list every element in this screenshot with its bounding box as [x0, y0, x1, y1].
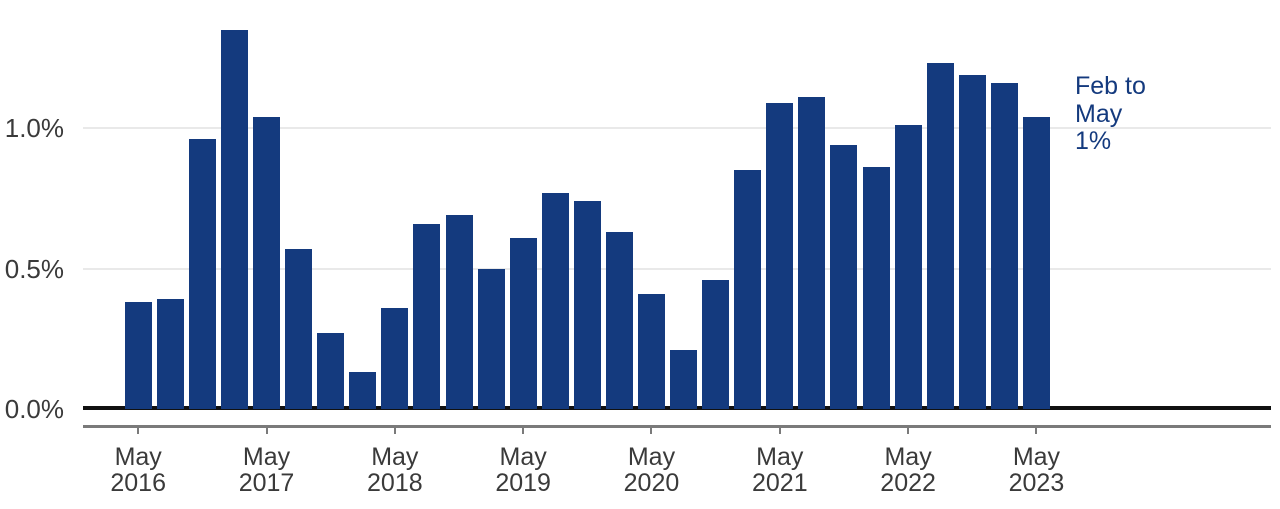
- x-axis-tick-label: May 2021: [715, 444, 845, 496]
- x-tick-year: 2022: [880, 469, 936, 497]
- bar[interactable]: [862, 167, 890, 409]
- bar[interactable]: [477, 268, 505, 409]
- bar[interactable]: [637, 293, 665, 409]
- x-axis-tick: [1035, 427, 1038, 434]
- x-tick-month: May: [627, 443, 676, 471]
- x-axis-tick: [265, 427, 268, 434]
- x-axis-tick-label: May 2020: [586, 444, 716, 496]
- x-tick-month: May: [1012, 443, 1061, 471]
- x-axis-tick: [907, 427, 910, 434]
- chart-annotation: Feb to May 1%: [1075, 72, 1146, 156]
- bar[interactable]: [1022, 116, 1050, 409]
- x-tick-year: 2018: [367, 469, 423, 497]
- x-tick-month: May: [242, 443, 291, 471]
- y-gridline: [83, 267, 1271, 270]
- x-axis-tick-label: May 2022: [843, 444, 973, 496]
- bar[interactable]: [573, 201, 601, 409]
- bar[interactable]: [990, 83, 1018, 409]
- x-axis-tick-label: May 2017: [202, 444, 332, 496]
- bar[interactable]: [605, 231, 633, 409]
- x-tick-month: May: [114, 443, 162, 471]
- bar[interactable]: [413, 223, 441, 409]
- bar[interactable]: [349, 372, 377, 409]
- annotation-line: Feb to: [1075, 72, 1146, 100]
- bar[interactable]: [509, 237, 537, 409]
- y-axis-tick-label: 0.0%: [4, 394, 64, 424]
- x-axis-line: [83, 425, 1271, 428]
- bar[interactable]: [253, 116, 281, 409]
- x-tick-year: 2019: [495, 469, 551, 497]
- bar[interactable]: [670, 349, 698, 409]
- bar[interactable]: [541, 192, 569, 409]
- x-axis-tick-label: May 2016: [73, 444, 203, 496]
- bar[interactable]: [958, 74, 986, 409]
- annotation-line: May: [1075, 99, 1123, 128]
- bar[interactable]: [220, 29, 248, 409]
- bar[interactable]: [285, 248, 313, 409]
- x-axis-tick-label: May 2023: [971, 444, 1101, 496]
- x-axis-tick: [522, 427, 525, 434]
- y-gridline: [83, 127, 1271, 129]
- x-axis-tick: [393, 427, 396, 434]
- x-tick-month: May: [371, 443, 419, 471]
- bar[interactable]: [188, 139, 216, 409]
- x-axis-tick: [137, 427, 140, 434]
- x-axis-tick: [778, 427, 781, 434]
- x-axis-tick: [650, 427, 653, 434]
- bar[interactable]: [734, 170, 762, 409]
- x-axis-tick-label: May 2018: [330, 444, 460, 496]
- bar[interactable]: [124, 302, 152, 409]
- x-tick-month: May: [499, 443, 547, 471]
- x-tick-year: 2016: [110, 469, 166, 497]
- bar[interactable]: [798, 97, 826, 409]
- y-axis-tick-label: 0.5%: [4, 253, 64, 284]
- y-axis-tick-label: 1.0%: [4, 113, 64, 143]
- x-tick-year: 2017: [238, 469, 295, 497]
- x-tick-month: May: [756, 443, 804, 471]
- x-tick-year: 2023: [1008, 469, 1065, 497]
- bar[interactable]: [766, 102, 794, 409]
- bar[interactable]: [156, 299, 184, 409]
- bar[interactable]: [702, 279, 730, 409]
- bar[interactable]: [830, 144, 858, 409]
- x-tick-year: 2021: [751, 469, 808, 497]
- bar[interactable]: [317, 333, 345, 409]
- annotation-line: 1%: [1075, 127, 1112, 155]
- bar[interactable]: [926, 63, 954, 409]
- x-tick-month: May: [884, 443, 932, 471]
- bar[interactable]: [894, 125, 922, 409]
- bar[interactable]: [381, 307, 409, 409]
- bar[interactable]: [445, 215, 473, 409]
- x-tick-year: 2020: [623, 469, 680, 497]
- x-axis-tick-label: May 2019: [458, 444, 588, 496]
